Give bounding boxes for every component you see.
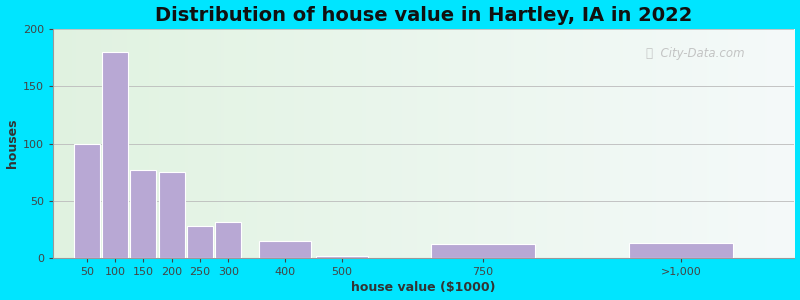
Bar bbox=[431, 244, 535, 258]
Bar bbox=[158, 172, 185, 258]
Title: Distribution of house value in Hartley, IA in 2022: Distribution of house value in Hartley, … bbox=[155, 6, 692, 25]
Bar bbox=[102, 52, 128, 258]
Y-axis label: houses: houses bbox=[6, 119, 18, 168]
Bar bbox=[215, 222, 242, 258]
Bar bbox=[74, 144, 100, 258]
X-axis label: house value ($1000): house value ($1000) bbox=[351, 281, 496, 294]
Bar bbox=[315, 256, 368, 258]
Bar bbox=[130, 170, 157, 258]
Text: ⓘ  City-Data.com: ⓘ City-Data.com bbox=[646, 47, 745, 60]
Bar bbox=[187, 226, 213, 258]
Bar bbox=[629, 243, 734, 258]
Bar bbox=[259, 241, 311, 258]
